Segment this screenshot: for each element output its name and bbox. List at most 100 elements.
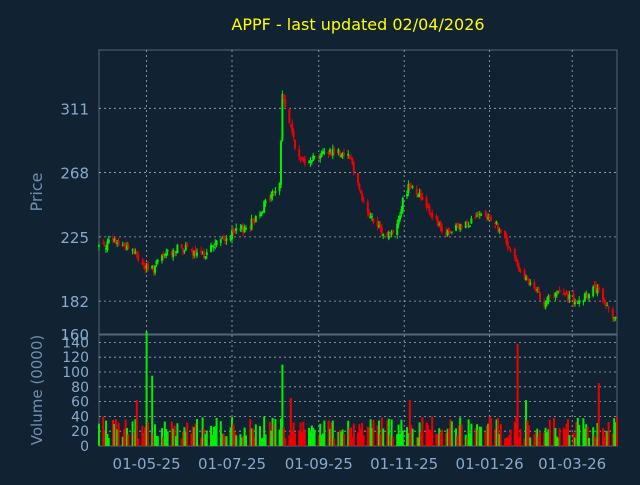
candle-down bbox=[362, 200, 365, 202]
volume-bar bbox=[435, 433, 438, 446]
candle-down bbox=[565, 293, 568, 295]
candle-down bbox=[333, 149, 336, 153]
volume-bar bbox=[516, 343, 519, 446]
volume-bar bbox=[172, 428, 175, 446]
candle-up bbox=[280, 141, 282, 185]
volume-bar bbox=[270, 430, 273, 446]
candle-down bbox=[242, 225, 245, 233]
volume-bar bbox=[485, 425, 488, 446]
candle-down bbox=[456, 223, 459, 226]
candle-down bbox=[144, 264, 147, 270]
candle-up bbox=[126, 246, 128, 250]
candle-down bbox=[604, 303, 607, 307]
volume-bar bbox=[330, 422, 333, 446]
volume-bar bbox=[602, 427, 604, 446]
candle-up bbox=[184, 244, 187, 251]
candle-up bbox=[204, 256, 207, 259]
price-tick-label: 160 bbox=[60, 326, 89, 344]
candle-up bbox=[536, 288, 539, 291]
candle-down bbox=[147, 263, 149, 271]
volume-bar bbox=[288, 435, 291, 446]
candle-up bbox=[175, 251, 177, 253]
volume-bar bbox=[141, 425, 144, 446]
volume-bar bbox=[390, 419, 393, 446]
candle-down bbox=[448, 227, 450, 232]
candle-up bbox=[588, 294, 590, 299]
volume-bar bbox=[343, 434, 345, 446]
candle-up bbox=[406, 194, 408, 197]
candle-up bbox=[121, 244, 124, 246]
candle-up bbox=[476, 215, 478, 217]
volume-bar bbox=[400, 419, 403, 446]
candle-down bbox=[194, 249, 197, 255]
volume-bar bbox=[211, 434, 214, 446]
volume-bar bbox=[478, 426, 481, 446]
candle-down bbox=[539, 292, 541, 300]
candle-down bbox=[518, 266, 520, 271]
volume-bar bbox=[114, 419, 117, 446]
volume-bar bbox=[534, 431, 537, 446]
candle-down bbox=[291, 123, 294, 133]
candle-down bbox=[595, 284, 597, 293]
candle-down bbox=[127, 245, 130, 249]
candle-up bbox=[546, 300, 548, 304]
volume-bar bbox=[376, 425, 379, 446]
candle-up bbox=[210, 244, 212, 253]
volume-bar bbox=[337, 432, 340, 446]
candle-down bbox=[137, 254, 140, 261]
volume-bar bbox=[105, 420, 107, 446]
candle-up bbox=[378, 225, 380, 228]
volume-bar bbox=[429, 429, 432, 446]
volume-bar bbox=[116, 429, 119, 446]
volume-bar bbox=[254, 424, 257, 446]
volume-bar bbox=[574, 437, 576, 446]
candle-down bbox=[586, 293, 589, 298]
candle-up bbox=[544, 302, 547, 308]
volume-bar bbox=[193, 427, 196, 446]
volume-bar bbox=[327, 420, 330, 446]
volume-bar bbox=[232, 424, 235, 446]
candle-up bbox=[193, 251, 196, 256]
candle-down bbox=[173, 251, 176, 254]
volume-bar bbox=[554, 427, 557, 446]
candle-up bbox=[337, 149, 340, 154]
candle-up bbox=[568, 294, 571, 300]
volume-bar bbox=[319, 423, 322, 446]
volume-bar bbox=[459, 417, 462, 446]
candle-down bbox=[504, 230, 506, 238]
candle-up bbox=[529, 282, 532, 285]
candle-down bbox=[457, 226, 460, 229]
candle-up bbox=[201, 253, 204, 255]
candle-up bbox=[105, 247, 107, 249]
candle-down bbox=[537, 287, 540, 293]
volume-bar bbox=[565, 423, 568, 446]
volume-bar bbox=[155, 435, 158, 446]
volume-bar bbox=[553, 417, 555, 446]
candle-up bbox=[576, 302, 579, 304]
candle-up bbox=[196, 252, 198, 256]
candle-up bbox=[323, 151, 326, 153]
volume-bar bbox=[170, 421, 173, 446]
candle-down bbox=[516, 259, 519, 267]
volume-bar bbox=[613, 418, 616, 446]
candle-up bbox=[271, 191, 274, 197]
volume-bar bbox=[358, 423, 361, 446]
volume-bar bbox=[604, 431, 607, 446]
volume-bar bbox=[576, 417, 579, 446]
x-tick-label: 01-07-25 bbox=[198, 455, 266, 473]
volume-bar bbox=[229, 427, 232, 446]
candle-up bbox=[399, 215, 401, 220]
candle-up bbox=[219, 239, 222, 243]
volume-bar bbox=[219, 421, 222, 446]
x-tick-label: 01-01-26 bbox=[456, 455, 524, 473]
candle-down bbox=[519, 270, 522, 272]
volume-bar bbox=[525, 400, 527, 446]
candle-up bbox=[172, 250, 175, 258]
candle-up bbox=[106, 241, 109, 250]
candle-down bbox=[515, 257, 518, 262]
volume-bar bbox=[204, 433, 207, 446]
volume-bar bbox=[333, 438, 336, 446]
candle-up bbox=[229, 237, 232, 241]
candle-up bbox=[274, 191, 277, 193]
volume-bar bbox=[302, 421, 305, 446]
